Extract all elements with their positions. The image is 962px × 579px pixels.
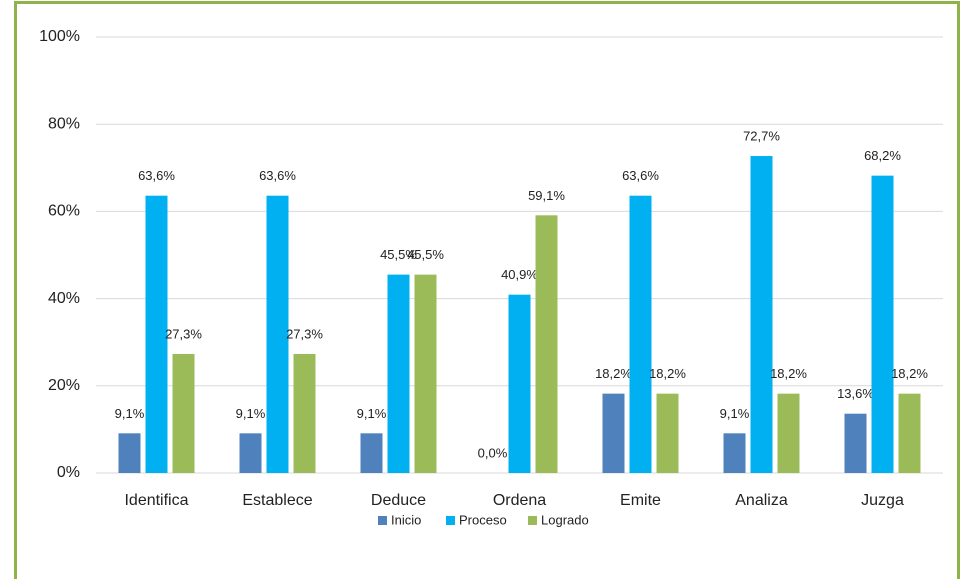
bar <box>145 195 168 474</box>
bar <box>602 393 625 473</box>
y-tick-label: 20% <box>48 377 80 394</box>
bar <box>414 274 437 473</box>
bar <box>266 195 289 474</box>
y-tick-label: 80% <box>48 115 80 132</box>
x-tick-label: Analiza <box>735 492 788 509</box>
bar <box>535 215 558 473</box>
value-label: 59,1% <box>528 188 565 203</box>
value-label: 27,3% <box>286 326 323 341</box>
bar <box>360 433 383 473</box>
value-label: 13,6% <box>837 386 874 401</box>
value-label: 40,9% <box>501 267 538 282</box>
bar <box>239 433 262 473</box>
y-tick-label: 100% <box>39 28 80 45</box>
value-label: 18,2% <box>770 366 807 381</box>
legend-label: Proceso <box>459 512 507 527</box>
legend-swatch <box>528 516 537 525</box>
value-label: 9,1% <box>720 406 750 421</box>
x-tick-label: Ordena <box>493 492 546 509</box>
x-tick-label: Juzga <box>861 492 904 509</box>
value-label: 72,7% <box>743 128 780 143</box>
value-label: 9,1% <box>236 406 266 421</box>
bar <box>656 393 679 473</box>
value-label: 27,3% <box>165 326 202 341</box>
value-label: 18,2% <box>891 366 928 381</box>
value-label: 18,2% <box>595 366 632 381</box>
bar <box>723 433 746 473</box>
y-tick-label: 40% <box>48 290 80 307</box>
bar <box>844 413 867 473</box>
value-label: 0,0% <box>478 445 508 460</box>
value-label: 9,1% <box>115 406 145 421</box>
bar <box>172 353 195 473</box>
bar <box>777 393 800 473</box>
value-label: 68,2% <box>864 148 901 163</box>
legend-swatch <box>378 516 387 525</box>
bar <box>293 353 316 473</box>
value-label: 63,6% <box>259 168 296 183</box>
x-tick-label: Emite <box>620 492 661 509</box>
value-label: 45,5% <box>380 247 417 262</box>
x-tick-label: Identifica <box>124 492 188 509</box>
x-tick-label: Deduce <box>371 492 426 509</box>
bar <box>387 274 410 473</box>
value-label: 63,6% <box>138 168 175 183</box>
bar <box>629 195 652 474</box>
legend-label: Inicio <box>391 512 421 527</box>
value-label: 45,5% <box>407 247 444 262</box>
bar <box>871 175 894 473</box>
x-tick-label: Establece <box>242 492 312 509</box>
y-tick-label: 60% <box>48 203 80 220</box>
y-tick-label: 0% <box>57 464 80 481</box>
value-label: 63,6% <box>622 168 659 183</box>
legend-swatch <box>446 516 455 525</box>
bar <box>118 433 141 473</box>
bar <box>898 393 921 473</box>
value-label: 9,1% <box>357 406 387 421</box>
frame <box>14 1 960 579</box>
legend-label: Logrado <box>541 512 589 527</box>
value-label: 18,2% <box>649 366 686 381</box>
bar <box>508 294 531 473</box>
bar <box>750 156 773 473</box>
